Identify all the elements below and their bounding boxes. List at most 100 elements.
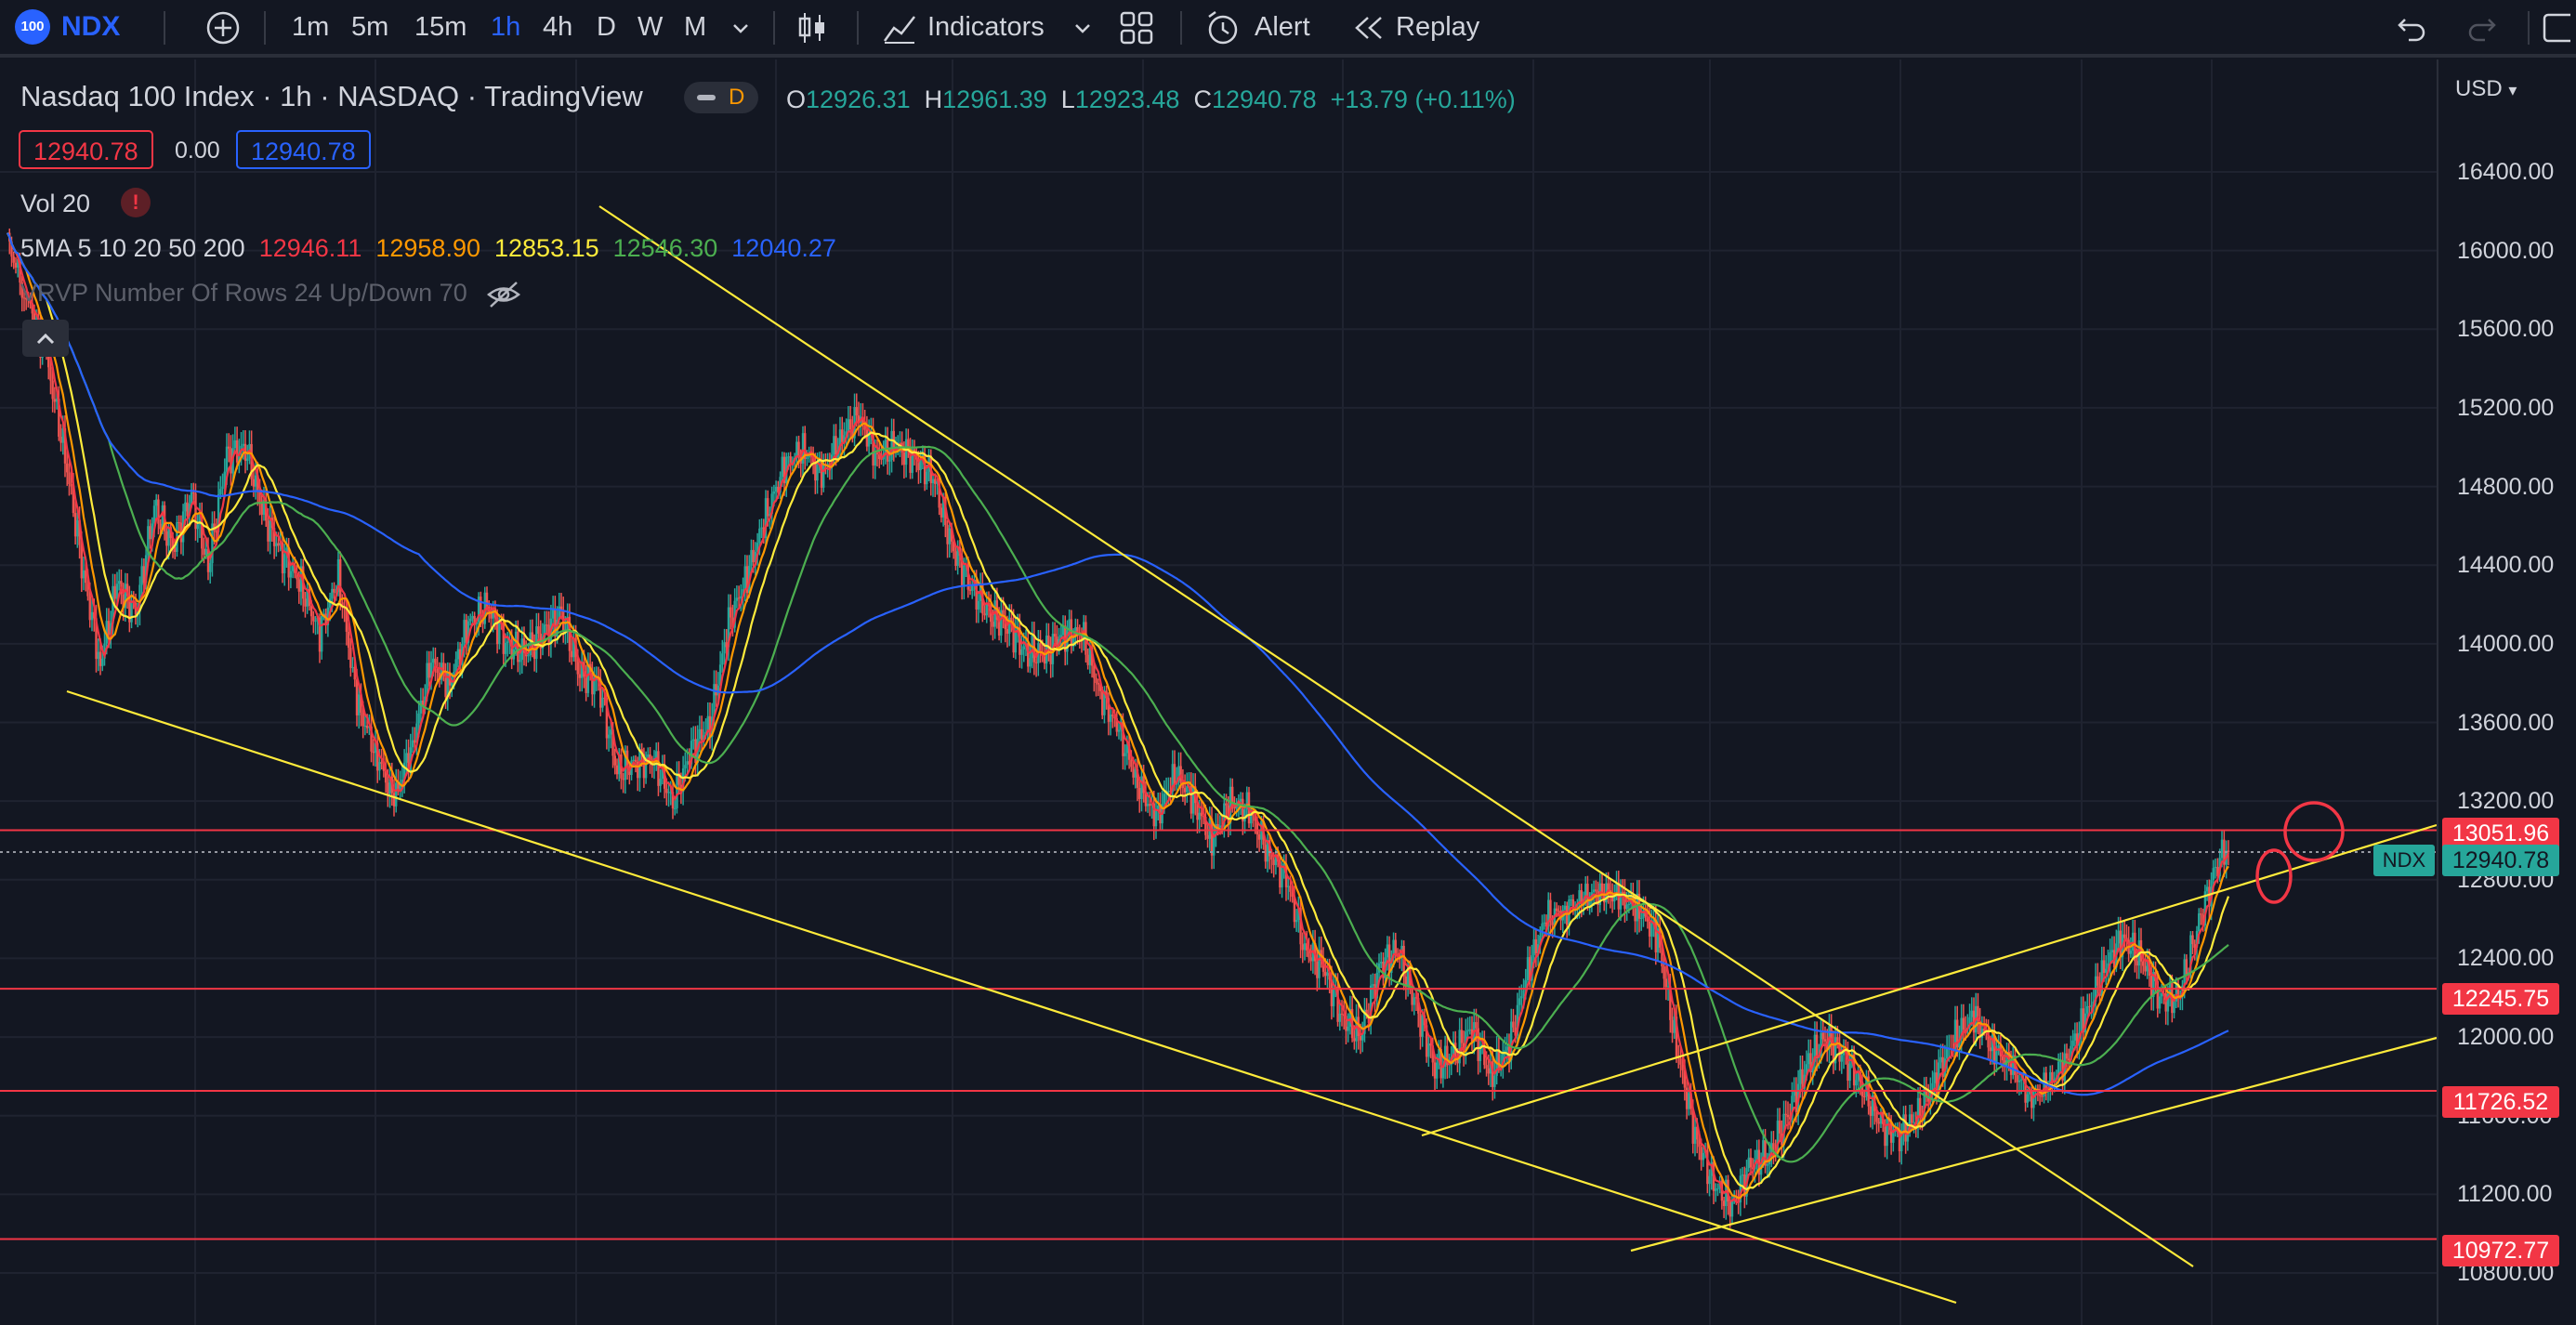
candle-body xyxy=(1623,891,1626,910)
candle-body xyxy=(703,735,705,741)
volume-indicator-label[interactable]: Vol 20 xyxy=(20,190,91,217)
indicators-dropdown-chevron-icon[interactable] xyxy=(1072,0,1093,54)
candle-body xyxy=(395,782,398,807)
candle-body xyxy=(1794,1091,1798,1112)
sell-price-box[interactable]: 12940.78 xyxy=(19,130,153,169)
candle-body xyxy=(1492,1061,1494,1087)
candle-body xyxy=(1549,899,1552,923)
candle-body xyxy=(296,572,298,580)
candle-body xyxy=(1173,764,1176,785)
symbol-logo-icon[interactable]: 100 xyxy=(15,9,50,45)
fullscreen-icon[interactable] xyxy=(2543,0,2576,54)
collapse-legend-button[interactable] xyxy=(22,320,69,357)
candle-body xyxy=(250,443,253,479)
interval-1m[interactable]: 1m xyxy=(292,12,330,42)
candle-body xyxy=(1820,1032,1822,1057)
candle-body xyxy=(1691,1109,1694,1144)
warning-icon[interactable]: ! xyxy=(121,188,151,217)
interval-m[interactable]: M xyxy=(684,12,707,42)
hidden-eye-icon xyxy=(487,281,521,308)
indicators-button[interactable]: Indicators xyxy=(927,12,1045,42)
candle-body xyxy=(2144,965,2147,972)
candle-body xyxy=(1685,1087,1689,1109)
candle-body xyxy=(1879,1111,1883,1124)
candle-body xyxy=(554,609,557,636)
candle-body xyxy=(82,570,85,579)
data-status-badge[interactable]: D xyxy=(684,82,758,113)
interval-15m[interactable]: 15m xyxy=(414,12,467,42)
buy-price-box[interactable]: 12940.78 xyxy=(236,130,371,169)
candle-body xyxy=(2051,1071,2054,1083)
candle-body xyxy=(1813,1034,1817,1062)
indicators-icon[interactable] xyxy=(881,0,918,54)
chart-pane[interactable] xyxy=(0,59,2576,1325)
alert-button[interactable]: Alert xyxy=(1255,12,1310,42)
layouts-grid-icon[interactable] xyxy=(1119,0,1154,54)
candle-body xyxy=(1293,897,1296,923)
close-value: 12940.78 xyxy=(1211,85,1317,113)
price-axis-label: 12400.00 xyxy=(2457,945,2555,972)
candle-body xyxy=(806,457,808,459)
candle-body xyxy=(1931,1082,1934,1090)
candle-body xyxy=(188,504,191,517)
candle-body xyxy=(1991,1034,1994,1052)
candle-body xyxy=(174,546,177,552)
legend-title[interactable]: Nasdaq 100 Index · 1h · NASDAQ · Trading… xyxy=(20,80,643,112)
candle-body xyxy=(1324,971,1327,977)
currency-selector[interactable]: USD ▾ xyxy=(2455,76,2517,101)
interval-dropdown-chevron-icon[interactable] xyxy=(730,0,751,54)
candle-body xyxy=(209,563,212,572)
candle-body xyxy=(1134,768,1137,778)
candle-body xyxy=(256,475,259,492)
candle-body xyxy=(833,436,835,455)
sma-indicator-legend[interactable]: 5MA 5 10 20 50 200 12946.11 12958.90 128… xyxy=(20,234,836,262)
interval-w[interactable]: W xyxy=(637,12,664,42)
candle-body xyxy=(1541,923,1544,936)
price-chart[interactable] xyxy=(0,59,2576,1325)
candle-body xyxy=(504,642,507,654)
candle-body xyxy=(238,452,241,463)
candle-body xyxy=(725,642,728,648)
candle-body xyxy=(1122,721,1124,756)
candle-body xyxy=(446,671,449,698)
candle-body xyxy=(884,439,887,454)
replay-button[interactable]: Replay xyxy=(1396,12,1480,42)
candle-body xyxy=(2028,1091,2031,1095)
undo-icon[interactable] xyxy=(2394,0,2427,54)
candle-body xyxy=(1206,834,1209,839)
replay-rewind-icon[interactable] xyxy=(1353,0,1387,54)
vrvp-indicator-legend[interactable]: VRVP Number Of Rows 24 Up/Down 70 xyxy=(20,279,522,308)
candle-body xyxy=(1022,646,1025,649)
add-symbol-icon[interactable] xyxy=(204,0,242,54)
candle-body xyxy=(2001,1056,2004,1061)
candle-body xyxy=(1181,782,1185,789)
interval-1h[interactable]: 1h xyxy=(491,12,521,42)
trendline xyxy=(66,689,1957,1305)
level-tag-12245: 12245.75 xyxy=(2442,983,2559,1015)
candle-body xyxy=(2071,1040,2074,1046)
candle-body xyxy=(1359,1036,1362,1041)
candle-body xyxy=(1103,690,1106,715)
candle-body xyxy=(1098,684,1102,691)
candle-body xyxy=(1308,950,1310,958)
interval-4h[interactable]: 4h xyxy=(543,12,573,42)
candle-body xyxy=(436,667,439,674)
symbol-search-button[interactable]: NDX xyxy=(61,11,121,42)
interval-5m[interactable]: 5m xyxy=(351,12,389,42)
candle-body xyxy=(1615,883,1618,897)
candle-body xyxy=(1411,988,1413,1005)
candle-body xyxy=(835,436,837,458)
candle-body xyxy=(679,784,683,792)
candle-body xyxy=(2059,1061,2062,1063)
candle-body xyxy=(254,475,257,487)
candle-body xyxy=(750,549,753,566)
candle-body xyxy=(855,407,858,416)
redo-icon[interactable] xyxy=(2466,0,2500,54)
interval-d[interactable]: D xyxy=(597,12,616,42)
alert-clock-icon[interactable] xyxy=(1204,0,1242,54)
candle-body xyxy=(78,519,81,545)
candle-body xyxy=(1875,1110,1878,1122)
candle-body xyxy=(1968,1017,1971,1028)
candles-chart-type-icon[interactable] xyxy=(795,0,829,54)
candle-body xyxy=(888,460,891,462)
